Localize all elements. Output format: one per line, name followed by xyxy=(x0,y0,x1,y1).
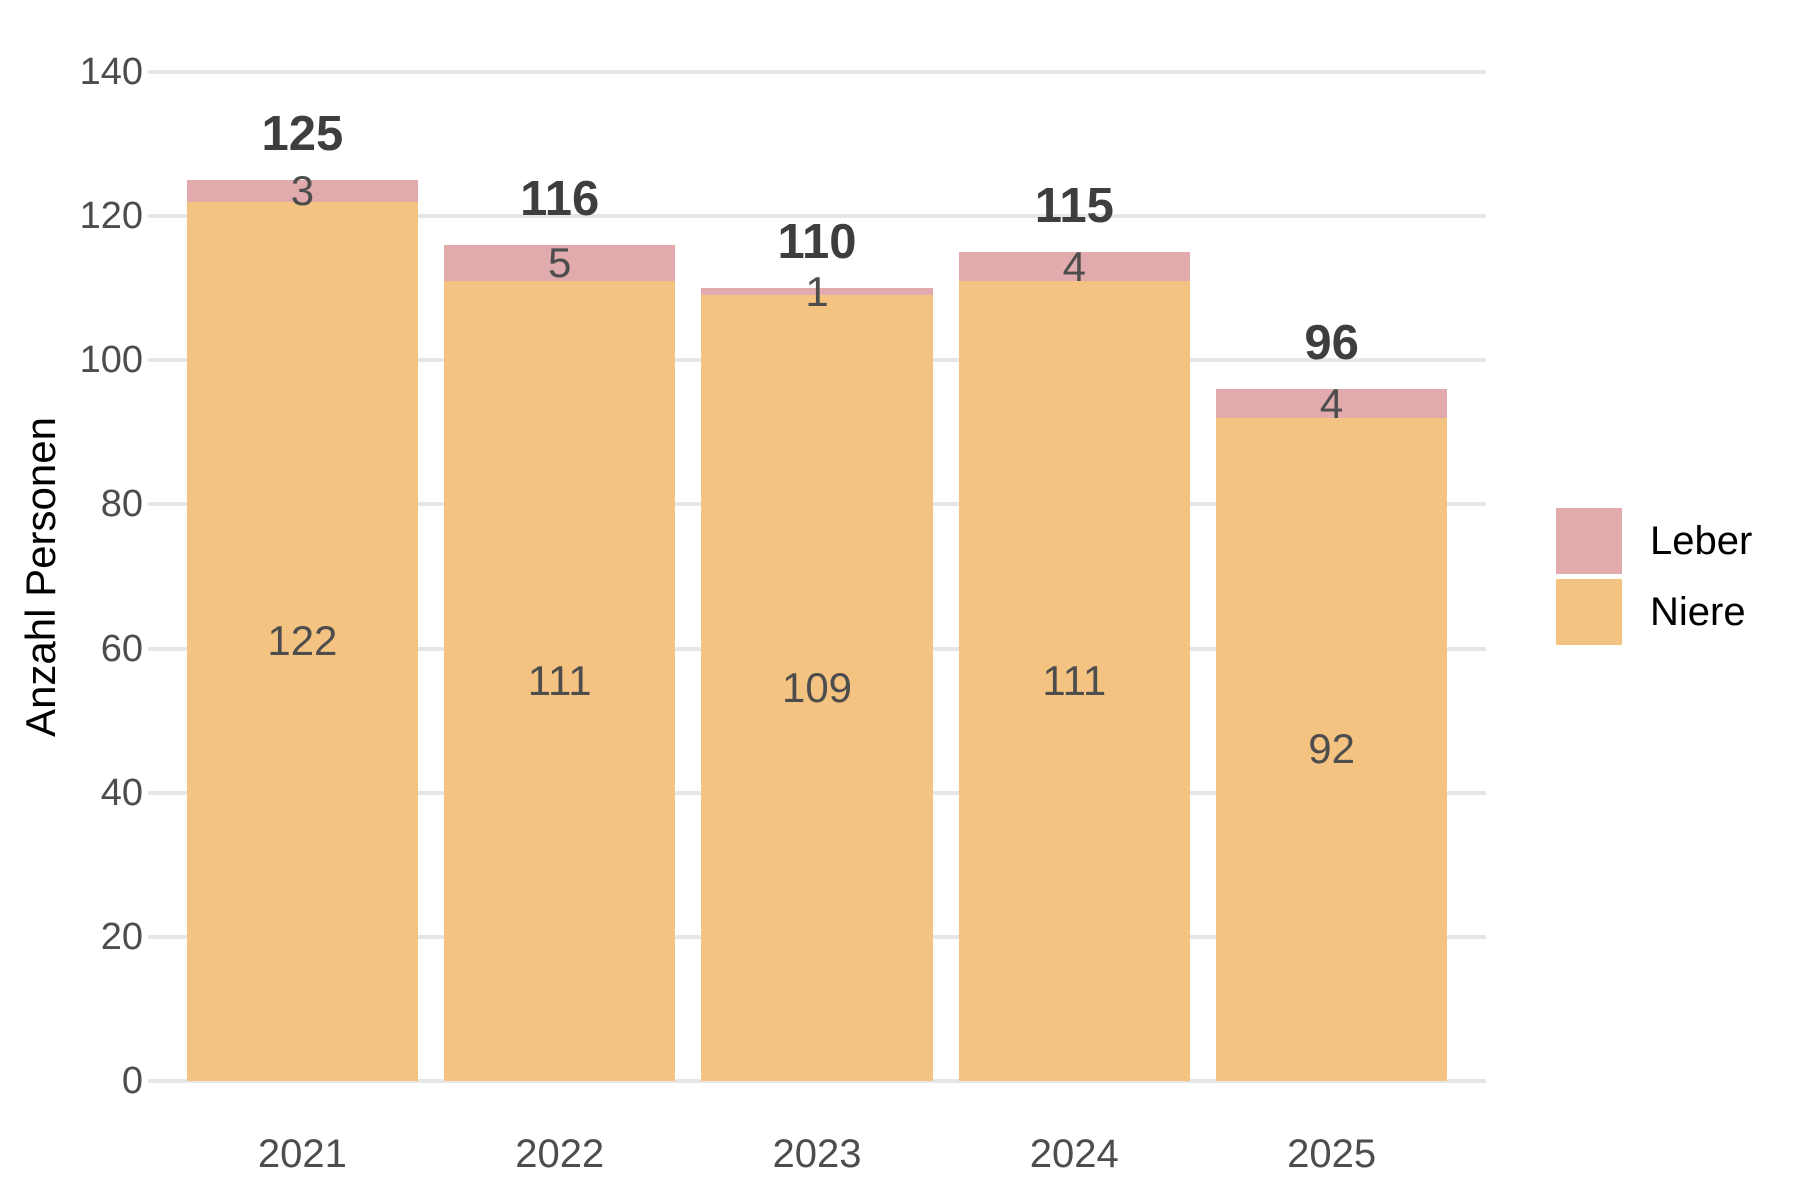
segment-value-label-niere-2021: 122 xyxy=(267,617,338,665)
segment-value-label-leber-2025: 4 xyxy=(1319,379,1344,427)
y-tick-label: 80 xyxy=(100,483,143,526)
segment-value-label-leber-2023: 1 xyxy=(805,267,829,315)
y-axis-title: Anzahl Personen xyxy=(17,417,64,737)
x-tick-label-2024: 2024 xyxy=(1029,1132,1119,1176)
total-value-label-2025: 96 xyxy=(1304,316,1359,371)
bar-segment-leber-2024 xyxy=(958,252,1191,281)
legend-swatch-leber-icon xyxy=(1556,508,1622,574)
gridline xyxy=(148,70,1486,74)
bar-segment-niere-2022 xyxy=(443,281,676,1081)
gridline xyxy=(148,1079,1486,1083)
segment-value-label-leber-2024: 4 xyxy=(1062,242,1086,290)
segment-value-label-niere-2025: 92 xyxy=(1308,725,1355,773)
x-tick-label-2022: 2022 xyxy=(515,1132,605,1176)
bar-segment-leber-2021 xyxy=(186,180,419,202)
segment-value-label-niere-2024: 111 xyxy=(1042,657,1107,704)
legend-item-niere: Niere xyxy=(1556,579,1752,645)
x-tick-label-2025: 2025 xyxy=(1287,1132,1377,1176)
bar-segment-leber-2025 xyxy=(1215,389,1448,418)
y-tick-label: 60 xyxy=(100,627,143,670)
segment-value-label-niere-2023: 109 xyxy=(781,664,853,712)
legend: Leber Niere xyxy=(1556,508,1752,645)
bar-segment-niere-2025 xyxy=(1215,417,1448,1081)
bar-segment-niere-2021 xyxy=(186,201,419,1081)
bar-segment-niere-2023 xyxy=(701,295,933,1081)
bar-segment-leber-2023 xyxy=(701,288,933,296)
total-value-label-2024: 115 xyxy=(1034,179,1114,234)
legend-item-leber: Leber xyxy=(1556,508,1752,574)
total-value-label-2022: 116 xyxy=(520,171,600,226)
y-tick-label: 0 xyxy=(121,1060,143,1102)
x-tick-label-2021: 2021 xyxy=(257,1132,347,1176)
segment-value-label-leber-2021: 3 xyxy=(290,166,315,214)
y-tick-label: 20 xyxy=(100,915,143,958)
legend-label-niere: Niere xyxy=(1650,589,1746,634)
x-tick-label-2023: 2023 xyxy=(772,1132,862,1176)
legend-swatch-niere-icon xyxy=(1556,579,1622,645)
gridline xyxy=(148,214,1486,219)
bar-segment-niere-2024 xyxy=(958,281,1191,1081)
y-tick-label: 140 xyxy=(79,51,143,93)
y-tick-label: 40 xyxy=(100,771,143,814)
legend-label-leber: Leber xyxy=(1650,518,1753,563)
segment-value-label-niere-2022: 111 xyxy=(527,657,592,704)
y-tick-label: 120 xyxy=(79,195,143,238)
total-value-label-2021: 125 xyxy=(261,107,344,162)
y-tick-label: 100 xyxy=(79,339,143,382)
bar-segment-leber-2022 xyxy=(443,244,676,281)
segment-value-label-leber-2022: 5 xyxy=(548,238,572,286)
total-value-label-2023: 110 xyxy=(777,215,857,270)
